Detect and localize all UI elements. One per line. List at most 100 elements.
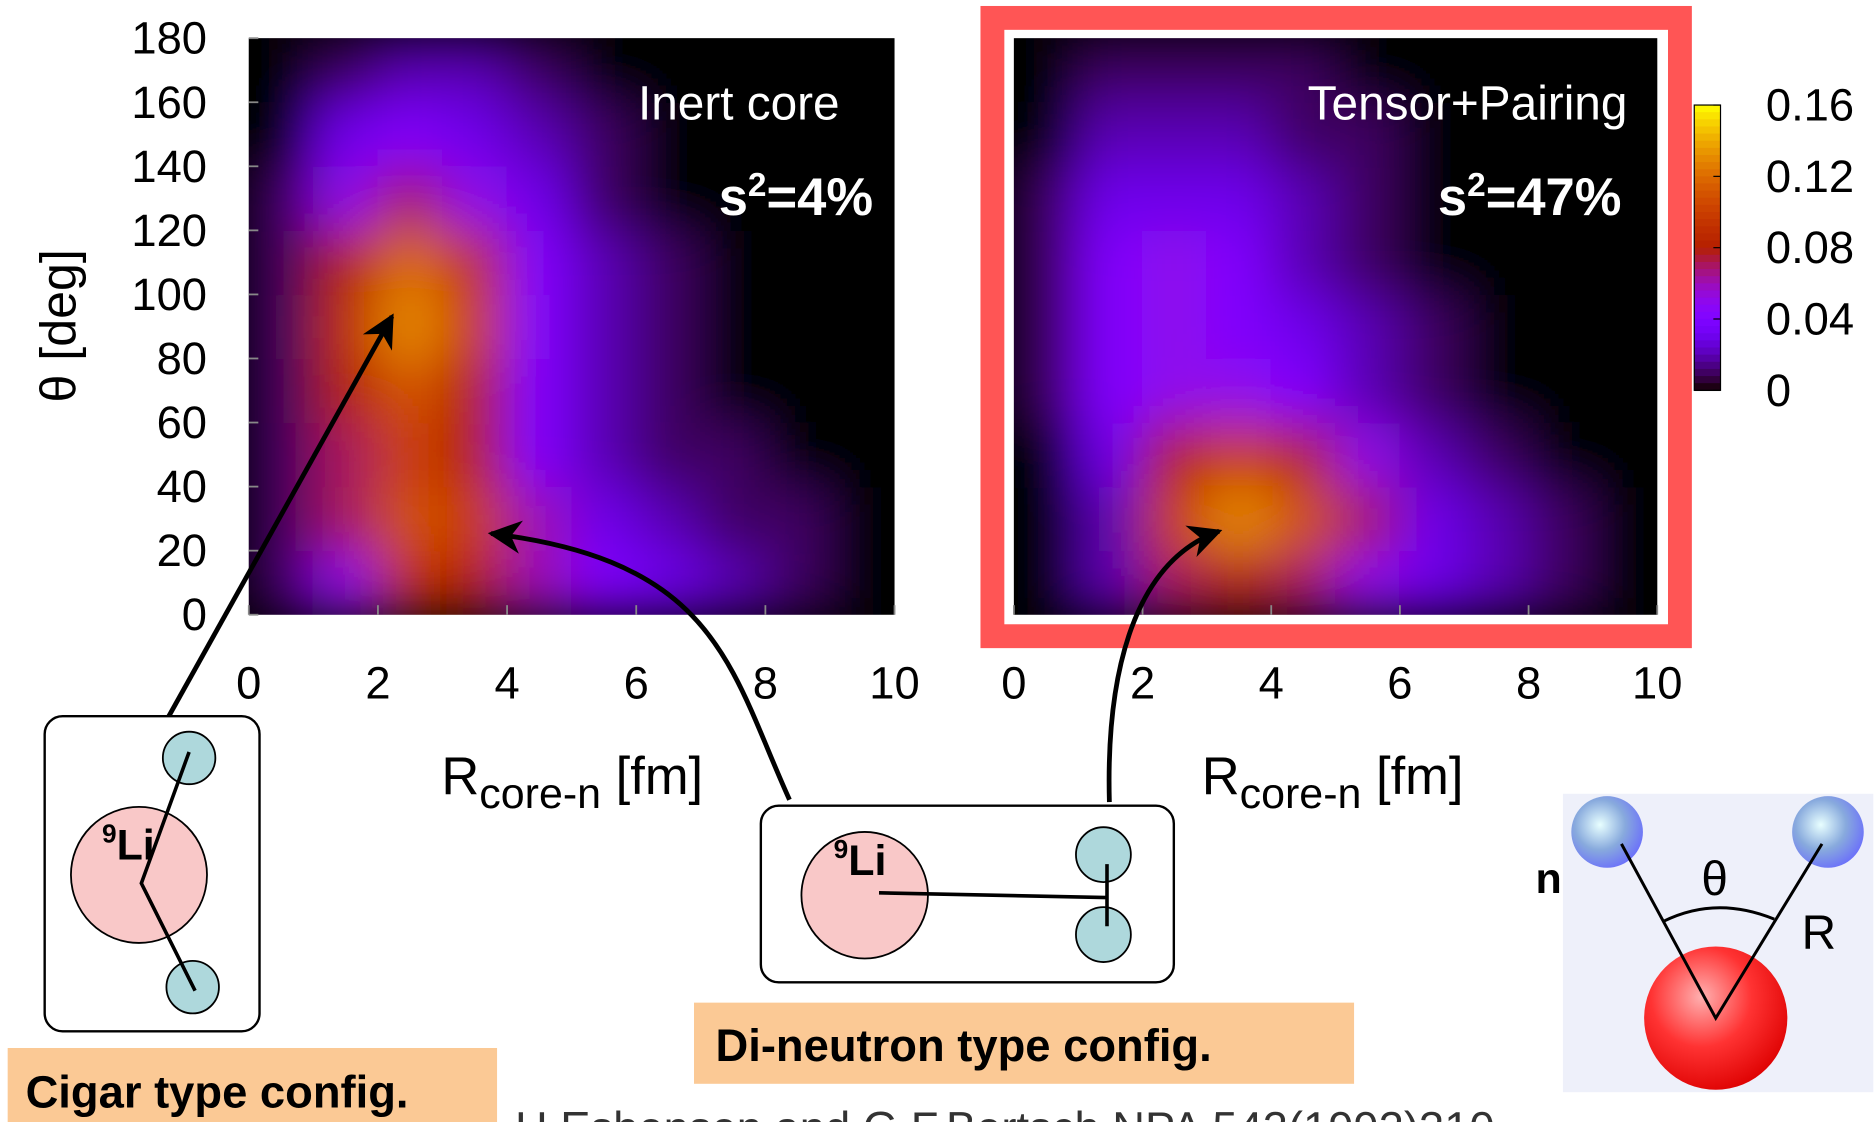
cell	[700, 550, 766, 615]
panel-title: Tensor+Pairing	[1308, 77, 1628, 130]
colorbar-segment	[1694, 362, 1720, 370]
cell	[1592, 422, 1658, 487]
cell	[765, 486, 831, 551]
cell	[571, 358, 637, 423]
cell	[248, 358, 314, 423]
cell	[571, 102, 637, 167]
cell	[313, 38, 379, 103]
colorbar-segment	[1694, 248, 1720, 256]
cell	[313, 550, 379, 615]
cell	[506, 102, 572, 167]
colorbar-segment	[1694, 298, 1720, 306]
s2-rest: =4%	[766, 168, 873, 227]
y-tick-label: 180	[131, 13, 207, 64]
cell	[1335, 358, 1401, 423]
cell	[1206, 230, 1272, 295]
colorbar-segment	[1694, 176, 1720, 184]
s2-label: s2=47%	[1438, 167, 1622, 227]
x-label-unit: [fm]	[1361, 747, 1463, 806]
mass: 9	[834, 834, 849, 864]
cell	[1399, 550, 1465, 615]
cell	[1206, 550, 1272, 615]
colorbar-segment	[1694, 326, 1720, 334]
colorbar-segment	[1694, 233, 1720, 241]
x-tick-label: 10	[1632, 657, 1682, 708]
colorbar-segment	[1694, 219, 1720, 227]
s2-sup: 2	[1467, 167, 1486, 204]
cell	[1142, 38, 1208, 103]
cell	[829, 358, 895, 423]
mass: 9	[102, 819, 117, 849]
cell	[765, 358, 831, 423]
x-axis-label: Rcore-n [fm]	[1202, 747, 1464, 818]
cell	[636, 358, 702, 423]
colorbar-segment	[1694, 269, 1720, 277]
colorbar-segment	[1694, 262, 1720, 270]
colorbar-segment	[1694, 134, 1720, 142]
cell	[829, 550, 895, 615]
cell	[1013, 166, 1079, 231]
x-tick-label: 8	[753, 657, 778, 708]
y-tick-label: 100	[131, 269, 207, 320]
cell	[829, 486, 895, 551]
cell	[1206, 422, 1272, 487]
neutron-label: n	[1536, 855, 1562, 903]
cell	[1335, 550, 1401, 615]
cell	[377, 102, 443, 167]
cell	[1464, 358, 1530, 423]
cell	[377, 358, 443, 423]
x-tick-label: 0	[1001, 657, 1026, 708]
colorbar-segment	[1694, 340, 1720, 348]
cell	[506, 38, 572, 103]
cell	[765, 294, 831, 359]
y-tick-label: 140	[131, 141, 207, 192]
cell	[248, 230, 314, 295]
cell	[313, 102, 379, 167]
colorbar-segment	[1694, 369, 1720, 377]
colorbar-tick-label: 0.16	[1766, 80, 1854, 131]
plots: 0246810020406080100120140160180θ [deg]Rc…	[31, 13, 1854, 818]
cell	[1271, 166, 1337, 231]
x-label-sub: core-n	[479, 770, 601, 818]
cell	[1528, 550, 1594, 615]
cell	[1013, 358, 1079, 423]
cell	[248, 38, 314, 103]
cell	[442, 230, 508, 295]
cell	[442, 550, 508, 615]
x-tick-label: 10	[869, 657, 919, 708]
colorbar-segment	[1694, 183, 1720, 191]
y-tick-label: 20	[157, 525, 207, 576]
x-label-main: R	[441, 747, 479, 806]
cell	[248, 166, 314, 231]
colorbar-segment	[1694, 119, 1720, 127]
colorbar-segment	[1694, 319, 1720, 327]
label: Cigar type config.	[26, 1067, 409, 1118]
cell	[1335, 294, 1401, 359]
cell	[1078, 230, 1144, 295]
citation: H.Esbensen and G.F.Bertsch NPA 542(1992)…	[515, 1102, 1495, 1122]
cell	[1078, 550, 1144, 615]
colorbar-segment	[1694, 148, 1720, 156]
dineutron-diagram: 9Li Di-neutron type config.	[694, 806, 1354, 1084]
cell	[636, 294, 702, 359]
cell	[377, 166, 443, 231]
cell	[636, 166, 702, 231]
cell	[1399, 358, 1465, 423]
colorbar-segment	[1694, 141, 1720, 149]
heatmap: 0246810020406080100120140160180θ [deg]Rc…	[31, 13, 920, 818]
cell	[442, 38, 508, 103]
cell	[1078, 102, 1144, 167]
cell	[571, 38, 637, 103]
cell	[377, 486, 443, 551]
colorbar-segment	[1694, 255, 1720, 263]
s2-label: s2=4%	[719, 167, 873, 227]
cell	[1142, 102, 1208, 167]
colorbar-segment	[1694, 191, 1720, 199]
cell	[1399, 294, 1465, 359]
cell	[700, 486, 766, 551]
cell	[1592, 358, 1658, 423]
colorbar-tick-label: 0.04	[1766, 294, 1854, 345]
colorbar-segment	[1694, 290, 1720, 298]
cell	[1013, 550, 1079, 615]
cell	[1592, 294, 1658, 359]
